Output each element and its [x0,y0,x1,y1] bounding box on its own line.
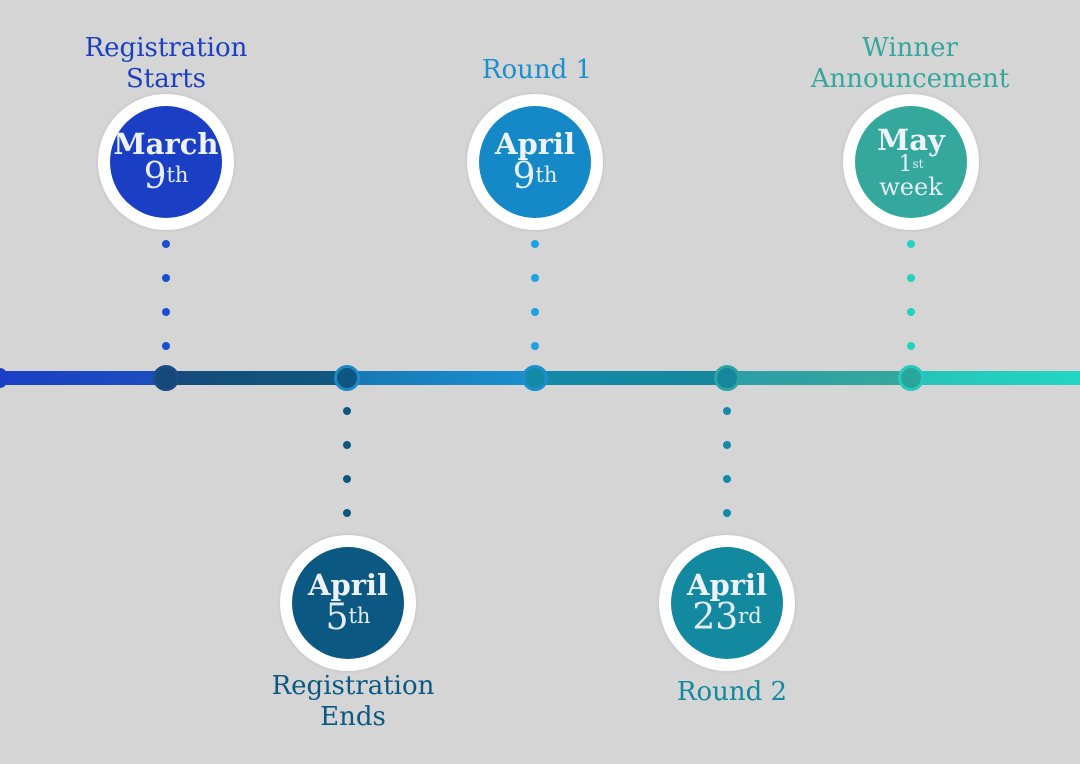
connector-dot [343,475,351,483]
label-registration-starts: Registration Starts [36,33,296,95]
badge-day: 23rd [692,600,761,636]
connector-dot [531,274,539,282]
badge-circle: April 9th [479,106,591,218]
badge-day-number: 9 [143,156,167,197]
timeline-node-march-9 [153,365,179,391]
label-registration-ends: Registration Ends [223,671,483,733]
connector-dot [723,407,731,415]
connector-dot [343,441,351,449]
timeline-start-cap [0,368,8,388]
timeline-node-april-5 [334,365,360,391]
label-line: Round 1 [481,55,593,85]
badge-month: April [686,568,768,602]
label-line: Ends [320,702,386,732]
connector-dot [531,308,539,316]
badge-day-number: 5 [325,597,349,638]
timeline-segment-1 [0,371,172,385]
badge-april-5: April 5th [280,535,416,671]
connector-dot [907,240,915,248]
badge-day-suffix: th [535,163,558,187]
badge-circle: May 1st week [855,106,967,218]
label-winner-announcement: Winner Announcement [780,33,1040,95]
badge-march-9: March 9th [98,94,234,230]
badge-day-suffix: rd [738,604,762,628]
label-line: Announcement [810,64,1010,94]
badge-day: 5th [326,600,371,636]
timeline-segment-6 [904,371,1080,385]
badge-april-9: April 9th [467,94,603,230]
badge-month: April [307,568,389,602]
badge-day-suffix: th [166,163,189,187]
label-line: Winner [862,33,958,63]
label-round-1: Round 1 [407,55,667,86]
timeline-node-may-1st-week [898,365,924,391]
badge-day-number: 23 [692,597,739,638]
badge-day: 1st [898,152,924,177]
badge-may-1st-week: May 1st week [843,94,979,230]
label-line: Registration [84,33,248,63]
badge-day: 9th [144,159,189,195]
badge-day-suffix: th [348,604,371,628]
badge-circle: April 5th [292,547,404,659]
badge-week: week [879,173,943,201]
connector-dot [162,308,170,316]
connector-dot [162,240,170,248]
badge-april-23: April 23rd [659,535,795,671]
connector-dot [723,475,731,483]
connector-dot [343,407,351,415]
badge-month: April [494,127,576,161]
badge-day-number: 9 [512,156,536,197]
timeline-segment-3 [340,371,540,385]
badge-month: May [877,123,945,157]
connector-dot [162,274,170,282]
label-line: Starts [126,64,206,94]
connector-dot [907,342,915,350]
connector-dot [723,509,731,517]
connector-dot [907,308,915,316]
connector-dot [531,240,539,248]
timeline-node-april-23 [714,365,740,391]
label-line: Round 2 [676,677,788,707]
badge-circle: March 9th [110,106,222,218]
timeline-segment-2 [160,371,352,385]
timeline-segment-5 [720,371,916,385]
badge-day-number: 1 [898,152,913,177]
badge-day-suffix: st [912,157,924,171]
badge-month: March [113,127,219,161]
connector-dot [907,274,915,282]
connector-dot [162,342,170,350]
connector-dot [343,509,351,517]
timeline-segment-4 [528,371,732,385]
timeline-node-april-9 [522,365,548,391]
connector-dot [531,342,539,350]
label-line: Registration [271,671,435,701]
connector-dot [723,441,731,449]
badge-day: 9th [513,159,558,195]
badge-circle: April 23rd [671,547,783,659]
label-round-2: Round 2 [602,677,862,708]
